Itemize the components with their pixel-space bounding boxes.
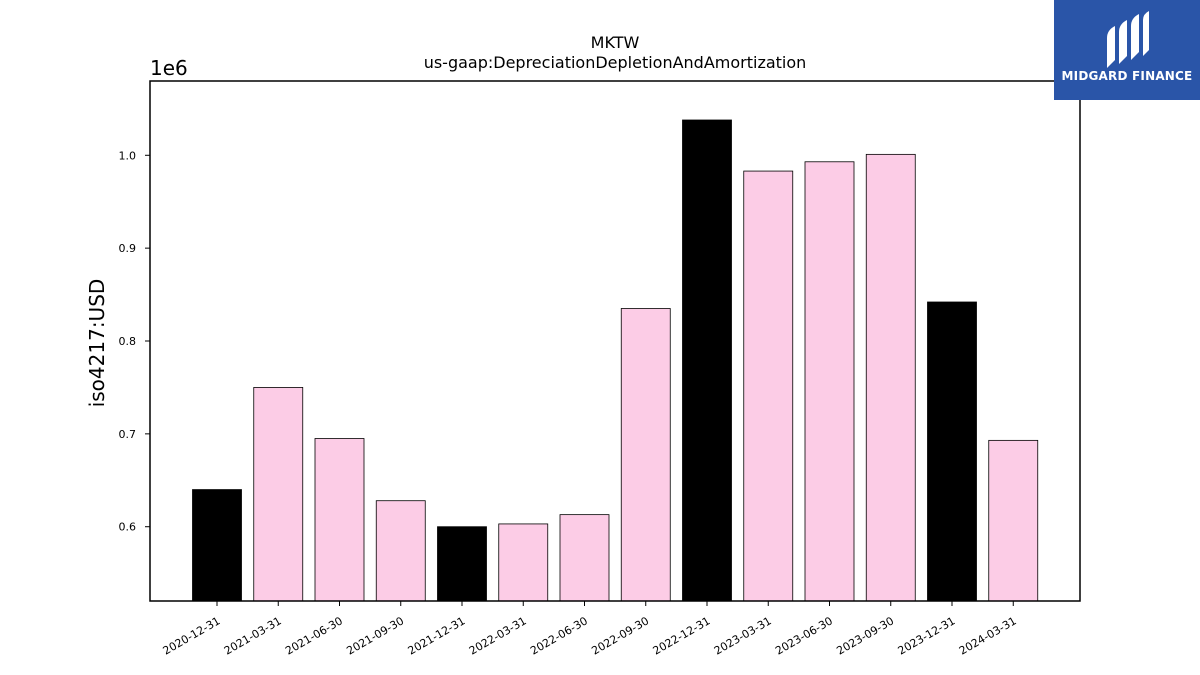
bar-2022-09-30 <box>620 308 671 602</box>
x-tick-label: 2022-12-31 <box>651 614 713 657</box>
bar-2022-03-31 <box>498 523 549 602</box>
y-tick-label: 0.6 <box>119 521 137 534</box>
x-tick-label: 2022-09-30 <box>589 614 651 657</box>
x-tick-label: 2020-12-31 <box>161 614 223 657</box>
bar-2023-09-30 <box>865 153 916 602</box>
y-axis-label: iso4217:USD <box>85 279 109 408</box>
brand-name: MIDGARD FINANCE <box>1061 69 1193 83</box>
x-tick-label: 2023-03-31 <box>712 614 774 657</box>
plot-frame <box>149 80 1081 602</box>
bar-2023-06-30 <box>804 161 855 602</box>
x-tick-label: 2024-03-31 <box>957 614 1019 657</box>
y-tick-label: 0.7 <box>119 428 137 441</box>
bar-2021-12-31 <box>437 526 487 602</box>
bar-2020-12-31 <box>192 489 242 602</box>
midgard-logo-icon <box>1107 11 1149 68</box>
bar-group <box>192 119 1039 602</box>
y-tick-label: 0.9 <box>119 242 137 255</box>
bar-2021-03-31 <box>253 387 304 602</box>
x-tick-label: 2023-06-30 <box>773 614 835 657</box>
bar-2022-12-31 <box>682 119 732 602</box>
bar-2024-03-31 <box>988 439 1039 602</box>
x-tick-label: 2021-06-30 <box>283 614 345 657</box>
brand-logo: MIDGARD FINANCE <box>1054 0 1200 100</box>
bar-2023-12-31 <box>927 301 977 602</box>
bar-2022-06-30 <box>559 514 610 602</box>
y-axis-ticks: 0.6 0.7 0.8 0.9 1.0 <box>119 149 150 534</box>
x-tick-label: 2021-12-31 <box>406 614 468 657</box>
y-tick-label: 1.0 <box>119 149 137 162</box>
chart-title: MKTW <box>591 33 640 52</box>
bar-2021-09-30 <box>375 500 426 602</box>
bar-2021-06-30 <box>314 438 365 602</box>
x-tick-label: 2022-06-30 <box>528 614 590 657</box>
x-tick-label: 2023-12-31 <box>896 614 958 657</box>
x-tick-label: 2021-09-30 <box>344 614 406 657</box>
y-axis-offset-label: 1e6 <box>150 56 188 80</box>
x-axis-ticks: 2020-12-31 2021-03-31 2021-06-30 2021-09-30… <box>161 601 1019 658</box>
y-tick-label: 0.8 <box>119 335 137 348</box>
x-tick-label: 2021-03-31 <box>222 614 284 657</box>
bar-2023-03-31 <box>743 170 794 602</box>
x-tick-label: 2022-03-31 <box>467 614 529 657</box>
x-tick-label: 2023-09-30 <box>834 614 896 657</box>
chart-subtitle: us-gaap:DepreciationDepletionAndAmortiza… <box>424 53 807 72</box>
